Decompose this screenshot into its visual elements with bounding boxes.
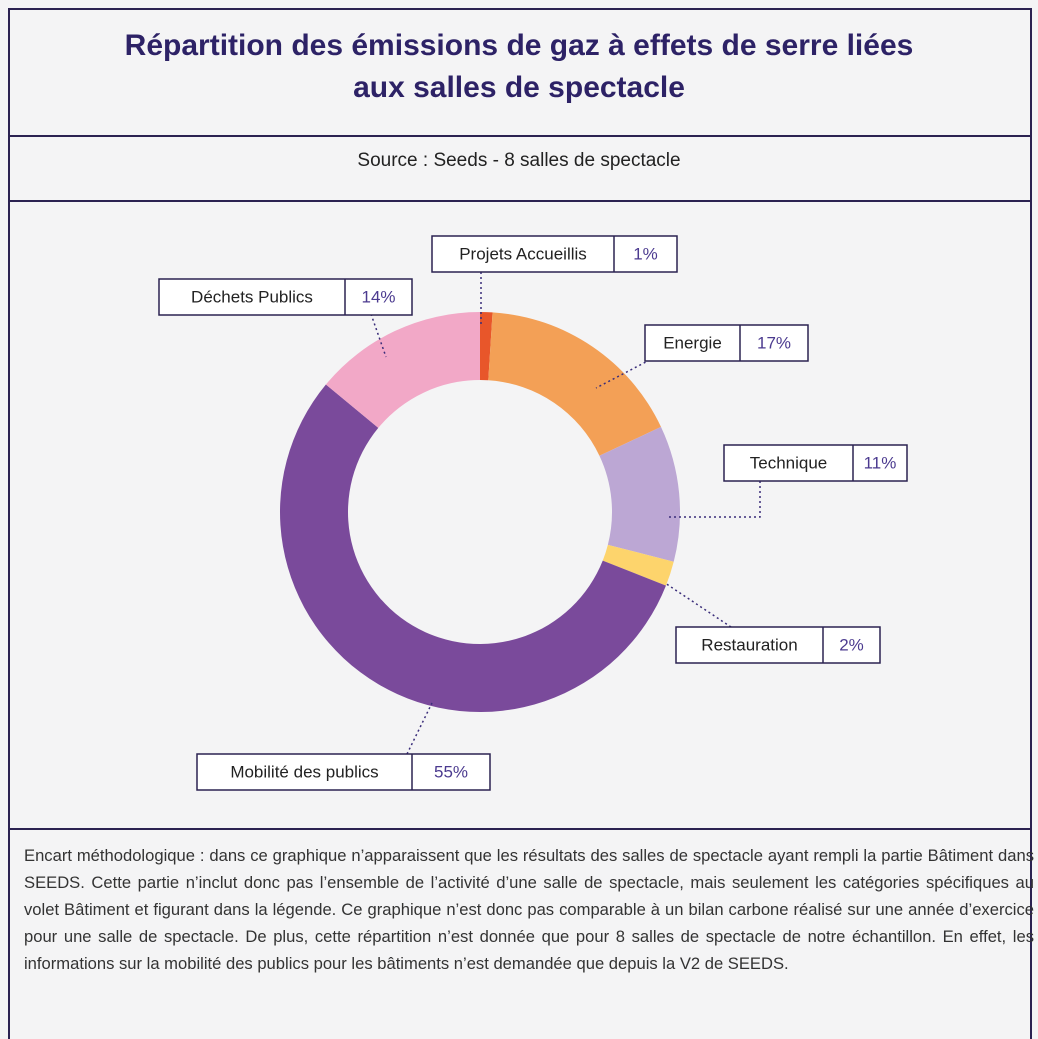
- frame: [8, 8, 1032, 1039]
- donut-segment: [488, 312, 661, 456]
- chart-subtitle: Source : Seeds - 8 salles de spectacle: [357, 150, 681, 171]
- label-box: [158, 278, 413, 316]
- chart-title: Répartition des émissions de gaz à effet…: [124, 29, 914, 104]
- chart: Projets Accueillis 1% Energie 17% Technique 1…: [158, 235, 908, 791]
- divider: [10, 828, 1030, 830]
- category-label: Energie: [663, 333, 722, 352]
- value-label: 2%: [839, 635, 864, 654]
- divider: [10, 200, 1030, 202]
- donut-segment: [602, 544, 674, 586]
- label-box: [675, 626, 881, 664]
- footnote: Encart méthodologique : dans ce graphiqu…: [24, 846, 1034, 973]
- donut-segment: [325, 312, 480, 428]
- value-label: 11%: [864, 453, 897, 472]
- value-label: 14%: [361, 287, 395, 306]
- category-label: Déchets Publics: [191, 287, 313, 306]
- value-label: 1%: [633, 244, 658, 263]
- donut-segment: [280, 384, 666, 712]
- value-label: 55%: [434, 762, 468, 781]
- label-box: [723, 444, 908, 482]
- leader-line: [406, 702, 433, 755]
- donut-segment: [599, 426, 680, 562]
- category-label: Projets Accueillis: [459, 244, 587, 263]
- leader-line: [668, 481, 761, 518]
- divider: [10, 135, 1030, 137]
- label-box: [644, 324, 809, 362]
- leader-line: [664, 582, 732, 628]
- value-label: 17%: [757, 333, 791, 352]
- category-label: Restauration: [701, 635, 797, 654]
- label-box: [431, 235, 678, 273]
- category-label: Technique: [750, 453, 828, 472]
- label-box: [196, 753, 491, 791]
- donut-segment: [480, 312, 493, 381]
- category-label: Mobilité des publics: [230, 762, 378, 781]
